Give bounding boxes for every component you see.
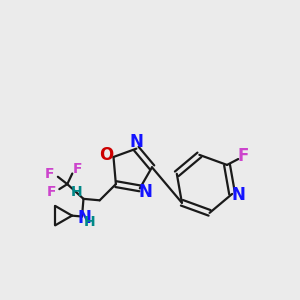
Text: F: F [73,161,82,176]
Text: N: N [138,183,152,201]
Text: F: F [238,147,249,165]
Text: F: F [46,185,56,199]
Text: N: N [129,133,143,151]
Text: F: F [45,167,54,181]
Text: O: O [99,146,113,164]
Text: H: H [71,185,83,200]
Text: N: N [232,186,246,204]
Text: H: H [84,215,95,230]
Text: N: N [77,209,91,227]
